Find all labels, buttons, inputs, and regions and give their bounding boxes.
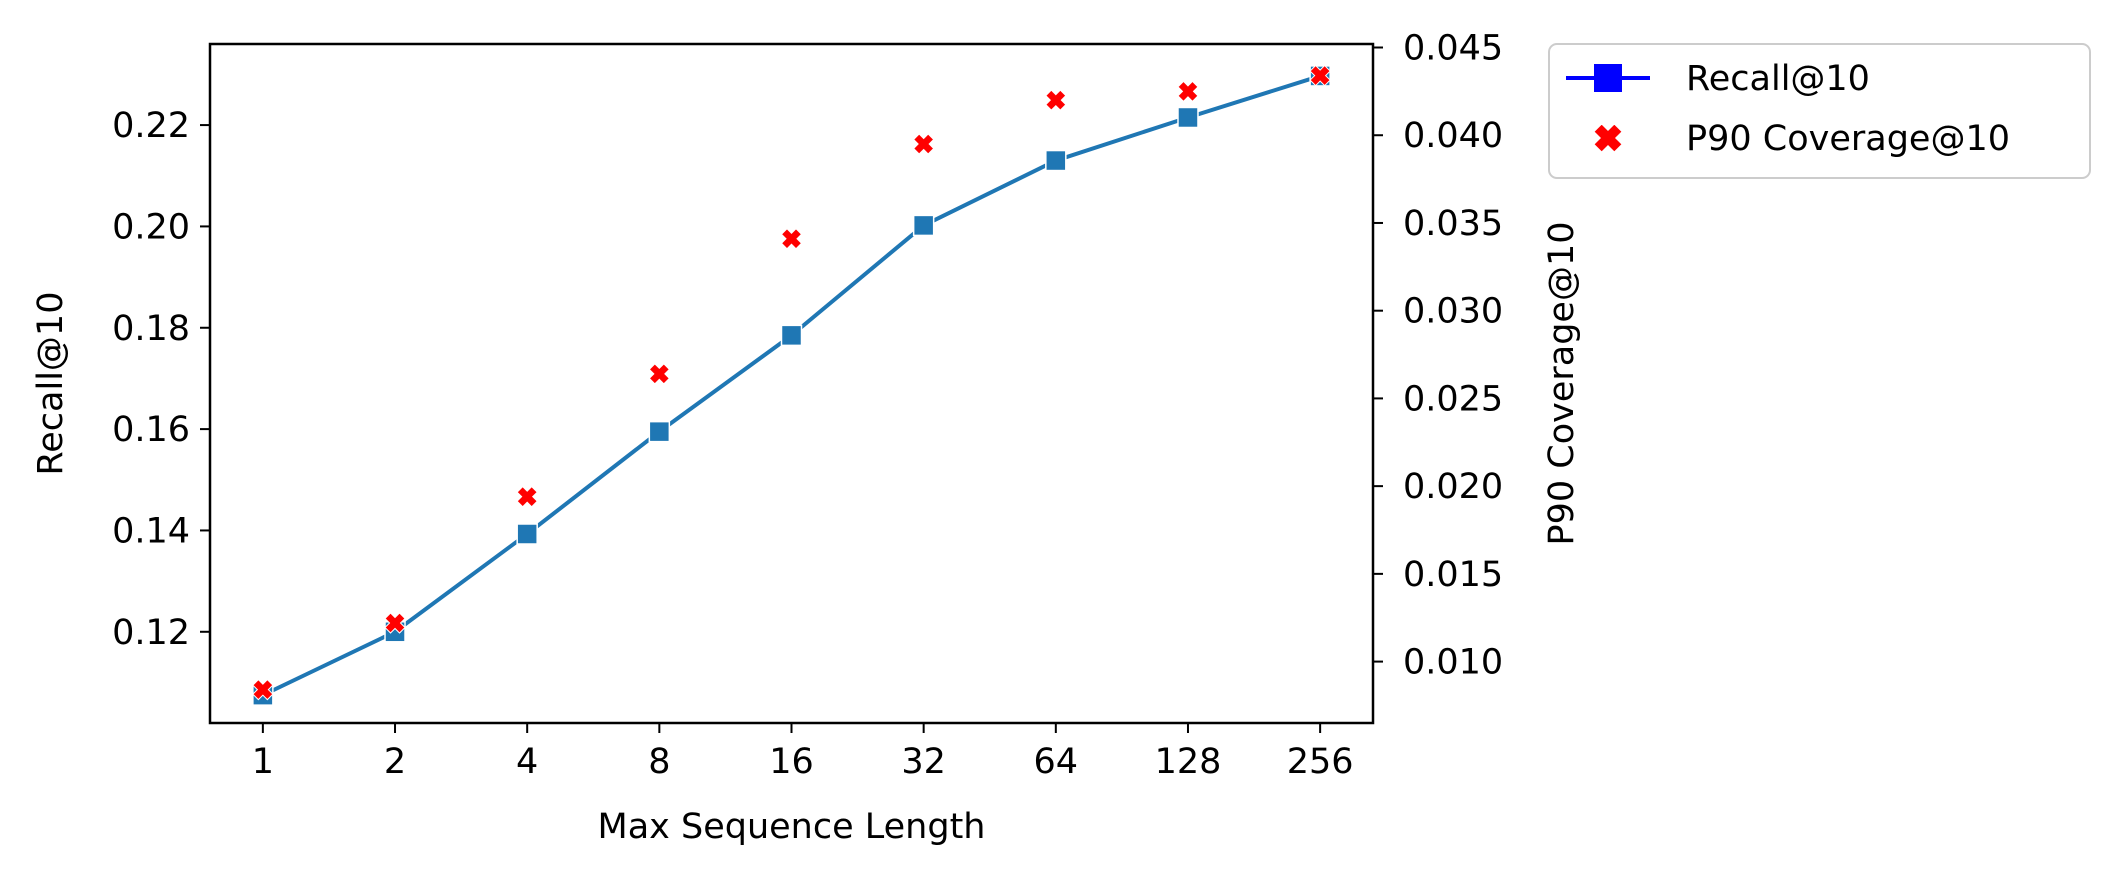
x-marker-shape xyxy=(516,485,538,508)
x-tick-label: 128 xyxy=(1155,742,1222,782)
y-tick-label: 0.22 xyxy=(112,106,190,146)
y2-tick-label: 0.010 xyxy=(1403,643,1503,683)
recall-point xyxy=(912,214,935,237)
y2-tick-label: 0.020 xyxy=(1403,467,1503,507)
x-tick-label: 32 xyxy=(901,742,946,782)
x-tick-label: 256 xyxy=(1287,742,1354,782)
y2-tick-label: 0.040 xyxy=(1403,116,1503,156)
coverage-point xyxy=(252,678,274,701)
y-axis-title: Recall@10 xyxy=(31,292,71,476)
y-tick-label: 0.16 xyxy=(112,410,190,450)
axes: 1 2 4 8 16 32 64 128 256 0.12 0.14 0.16 0.18 0.20 0.22… xyxy=(112,29,1503,782)
x-marker-shape xyxy=(1045,89,1067,111)
coverage-point xyxy=(1045,89,1067,111)
legend-marker-recall xyxy=(1594,64,1622,92)
recall-point xyxy=(648,420,671,443)
y-tick-label: 0.20 xyxy=(112,207,190,247)
x-marker-shape xyxy=(252,678,274,701)
y2-tick-label: 0.030 xyxy=(1403,292,1503,332)
legend-marker-coverage xyxy=(1593,123,1623,153)
x-marker-shape xyxy=(780,228,803,250)
legend-label-coverage: P90 Coverage@10 xyxy=(1686,119,2010,159)
coverage-point xyxy=(648,363,671,385)
x-tick-label: 1 xyxy=(252,742,274,782)
plot-marks xyxy=(252,64,1331,706)
x-marker-shape xyxy=(384,612,406,634)
y2-axis-title: P90 Coverage@10 xyxy=(1542,222,1582,546)
coverage-point xyxy=(516,485,538,508)
y-tick-label: 0.14 xyxy=(112,511,190,551)
coverage-point xyxy=(1309,64,1331,87)
coverage-point xyxy=(912,133,935,155)
x-marker-shape xyxy=(1177,80,1199,103)
coverage-point xyxy=(1177,80,1199,103)
x-tick-label: 16 xyxy=(769,742,814,782)
x-tick-label: 8 xyxy=(648,742,670,782)
recall-series-line xyxy=(260,73,1323,698)
y-tick-label: 0.12 xyxy=(112,613,190,653)
x-tick-label: 2 xyxy=(384,742,406,782)
x-marker-shape xyxy=(1309,64,1331,87)
recall-point xyxy=(516,523,538,545)
x-axis-title: Max Sequence Length xyxy=(598,807,986,847)
coverage-point xyxy=(384,612,406,634)
y2-tick-label: 0.045 xyxy=(1403,29,1503,69)
legend-x-shape xyxy=(1593,123,1623,153)
x-marker-shape xyxy=(1593,123,1623,153)
legend: Recall@10 P90 Coverage@10 xyxy=(1548,43,2091,179)
legend-frame xyxy=(1548,43,2091,179)
recall-point xyxy=(1177,106,1199,129)
x-tick-label: 4 xyxy=(516,742,538,782)
x-marker-shape xyxy=(912,133,935,155)
recall-point xyxy=(1045,149,1067,172)
y2-tick-label: 0.025 xyxy=(1403,379,1503,419)
y2-tick-label: 0.035 xyxy=(1403,204,1503,244)
legend-label-recall: Recall@10 xyxy=(1686,59,1870,99)
x-tick-label: 64 xyxy=(1034,742,1079,782)
x-marker-shape xyxy=(648,363,671,385)
coverage-point xyxy=(780,228,803,250)
recall-point xyxy=(780,324,803,347)
y2-tick-label: 0.015 xyxy=(1403,555,1503,595)
y-tick-label: 0.18 xyxy=(112,309,190,349)
